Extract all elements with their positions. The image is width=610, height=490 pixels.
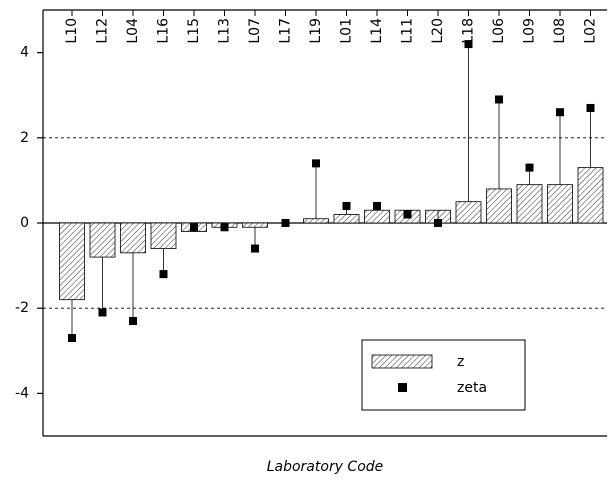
point	[98, 308, 107, 317]
y-tick-label: 2	[20, 130, 29, 146]
bar	[547, 184, 573, 224]
point	[525, 163, 534, 172]
category-label: L04	[125, 18, 141, 44]
point	[586, 103, 595, 112]
bar	[242, 222, 268, 228]
category-label: L08	[552, 18, 568, 44]
point	[159, 270, 168, 279]
category-label: L18	[461, 18, 477, 44]
point	[464, 40, 473, 49]
point	[373, 201, 381, 210]
legend-marker	[398, 383, 407, 392]
bar	[516, 184, 543, 224]
category-label: L07	[247, 18, 263, 44]
point	[403, 210, 412, 219]
category-label: L02	[583, 18, 599, 44]
point	[190, 223, 198, 232]
category-label: L19	[308, 18, 324, 44]
y-tick-label: -2	[15, 300, 29, 316]
bar	[364, 209, 390, 224]
point	[220, 223, 229, 232]
point	[342, 201, 351, 210]
bar	[455, 201, 482, 224]
y-tick-label: 0	[20, 215, 29, 231]
point	[556, 108, 564, 117]
legend-label: z	[457, 354, 464, 370]
category-label: L06	[491, 18, 507, 44]
point	[251, 244, 259, 253]
point	[281, 219, 290, 227]
point	[495, 95, 503, 104]
bar	[333, 214, 360, 224]
bar	[120, 222, 146, 254]
category-label: L09	[522, 18, 538, 44]
y-tick-label: 4	[20, 45, 29, 61]
bar	[89, 222, 116, 258]
point	[129, 316, 137, 325]
bar	[150, 222, 177, 249]
bar	[577, 167, 604, 224]
legend-swatch	[371, 354, 433, 369]
bar	[486, 188, 512, 224]
category-label: L11	[400, 18, 416, 44]
bar	[303, 218, 329, 224]
category-label: L14	[369, 18, 385, 44]
category-label: L12	[95, 18, 111, 44]
legend-label: zeta	[457, 380, 487, 396]
point	[312, 159, 320, 168]
point	[68, 334, 76, 343]
category-label: L16	[156, 18, 172, 44]
point	[434, 219, 442, 227]
category-label: L20	[430, 18, 446, 44]
category-label: L01	[339, 18, 355, 44]
category-label: L17	[278, 18, 294, 44]
bar	[59, 222, 85, 301]
x-axis-label: Laboratory Code	[267, 459, 384, 475]
category-label: L13	[217, 18, 233, 44]
legend-box	[361, 339, 526, 411]
category-label: L10	[64, 18, 80, 44]
category-label: L15	[186, 18, 202, 44]
y-tick-label: -4	[15, 385, 29, 401]
